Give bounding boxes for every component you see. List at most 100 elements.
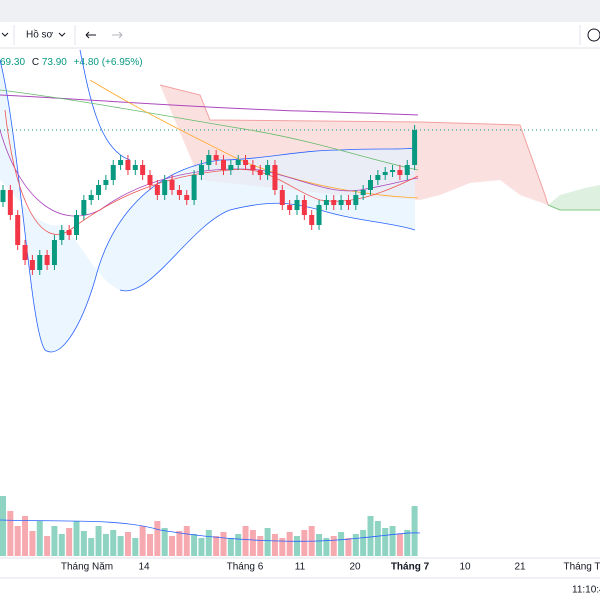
volume-bar xyxy=(411,506,418,556)
candle-body xyxy=(294,200,300,210)
candle-body xyxy=(29,260,35,270)
candle-body xyxy=(147,175,153,185)
volume-bar xyxy=(36,521,43,556)
volume-bar xyxy=(44,536,51,556)
volume-bar xyxy=(345,538,352,556)
candle-body xyxy=(191,175,197,200)
profile-button[interactable]: Hồ sơ xyxy=(26,29,54,41)
volume-bar xyxy=(169,536,176,556)
clock-button[interactable] xyxy=(587,28,600,42)
volume-bar xyxy=(29,531,36,556)
volume-bar xyxy=(80,531,87,556)
volume-bar xyxy=(139,526,146,556)
candle-body xyxy=(132,165,138,170)
candle-body xyxy=(154,185,160,195)
close-key: C xyxy=(32,57,39,68)
candle-body xyxy=(323,200,329,205)
volume-bar xyxy=(213,536,220,556)
time-label: 21 xyxy=(514,562,526,573)
dropdown-arrow[interactable] xyxy=(58,32,66,37)
time-label: 20 xyxy=(349,562,361,573)
time-axis: Tháng Năm 14 Tháng 6 11 20 Tháng 7 10 21 Tháng T xyxy=(61,562,600,573)
volume-ma xyxy=(0,519,421,542)
ohlc-legend: 69.30 C 73.90 +4.80 (+6.95%) xyxy=(0,57,143,68)
candle-body xyxy=(390,170,396,172)
candle-body xyxy=(37,255,43,270)
undo-button[interactable] xyxy=(85,31,96,39)
volume-bar xyxy=(176,531,183,556)
candles xyxy=(0,125,418,275)
candle-body xyxy=(338,200,344,205)
time-label: Tháng 7 xyxy=(391,562,430,573)
ma-200 xyxy=(0,94,419,116)
time-label: Tháng 6 xyxy=(227,562,264,573)
volume-bar xyxy=(323,538,330,556)
volume-bar xyxy=(227,538,234,556)
volume-bar xyxy=(382,528,389,556)
volume-bar xyxy=(242,526,249,556)
volume-bar xyxy=(301,530,308,556)
volume-bar xyxy=(0,496,6,556)
candle-body xyxy=(345,200,351,205)
candle-body xyxy=(44,255,50,265)
time-label: 14 xyxy=(138,562,150,573)
bollinger-upper xyxy=(94,147,416,281)
candle-body xyxy=(176,190,182,195)
candle-body xyxy=(228,165,234,170)
candle-body xyxy=(265,165,271,175)
candle-body xyxy=(206,155,212,165)
candle-body xyxy=(140,165,146,175)
close-value: 73.90 xyxy=(42,57,67,68)
volume xyxy=(0,496,418,556)
volume-bar xyxy=(110,530,117,556)
candle-body xyxy=(59,230,65,240)
volume-bar xyxy=(191,534,198,556)
candle-body xyxy=(162,180,168,195)
candle-body xyxy=(257,170,263,175)
volume-bar xyxy=(396,534,403,556)
time-label: Tháng Năm xyxy=(61,562,113,573)
volume-bar xyxy=(338,532,345,556)
candle-body xyxy=(309,215,315,225)
candle-body xyxy=(198,165,204,175)
volume-bar xyxy=(220,532,227,556)
candle-body xyxy=(88,195,94,200)
volume-bar xyxy=(147,534,153,556)
candle-body xyxy=(235,160,241,165)
candle-body xyxy=(316,205,322,225)
volume-bar xyxy=(271,534,278,556)
volume-bar xyxy=(154,521,161,556)
volume-bar xyxy=(257,536,264,556)
volume-bar xyxy=(161,528,168,556)
volume-bar xyxy=(404,530,411,556)
redo-button[interactable] xyxy=(112,31,123,39)
volume-bar xyxy=(73,521,80,556)
volume-bar xyxy=(58,534,65,556)
candle-body xyxy=(382,172,388,175)
volume-bar xyxy=(117,536,124,556)
time-label: 11 xyxy=(295,562,306,573)
volume-bar xyxy=(374,521,381,556)
candle-body xyxy=(404,165,410,175)
candle-body xyxy=(7,190,13,215)
volume-bar xyxy=(294,536,300,556)
volume-bar xyxy=(14,526,21,556)
change-value: +4.80 (+6.95%) xyxy=(74,57,143,68)
volume-bar xyxy=(7,511,14,556)
bollinger-lower xyxy=(0,59,96,353)
candle-body xyxy=(22,245,28,260)
senkou-b xyxy=(547,204,600,211)
dropdown-arrow[interactable] xyxy=(1,32,9,37)
candle-body xyxy=(110,165,116,180)
bollinger-band xyxy=(119,202,416,292)
volume-bar xyxy=(132,538,139,556)
candle-body xyxy=(360,190,366,195)
candle-body xyxy=(279,190,285,205)
candle-body xyxy=(103,180,109,185)
volume-bar xyxy=(249,530,256,556)
toolbar xyxy=(0,22,600,48)
volume-bar xyxy=(205,530,212,556)
volume-bar xyxy=(22,516,29,556)
time-label: 10 xyxy=(459,562,471,573)
volume-bar xyxy=(124,532,131,556)
